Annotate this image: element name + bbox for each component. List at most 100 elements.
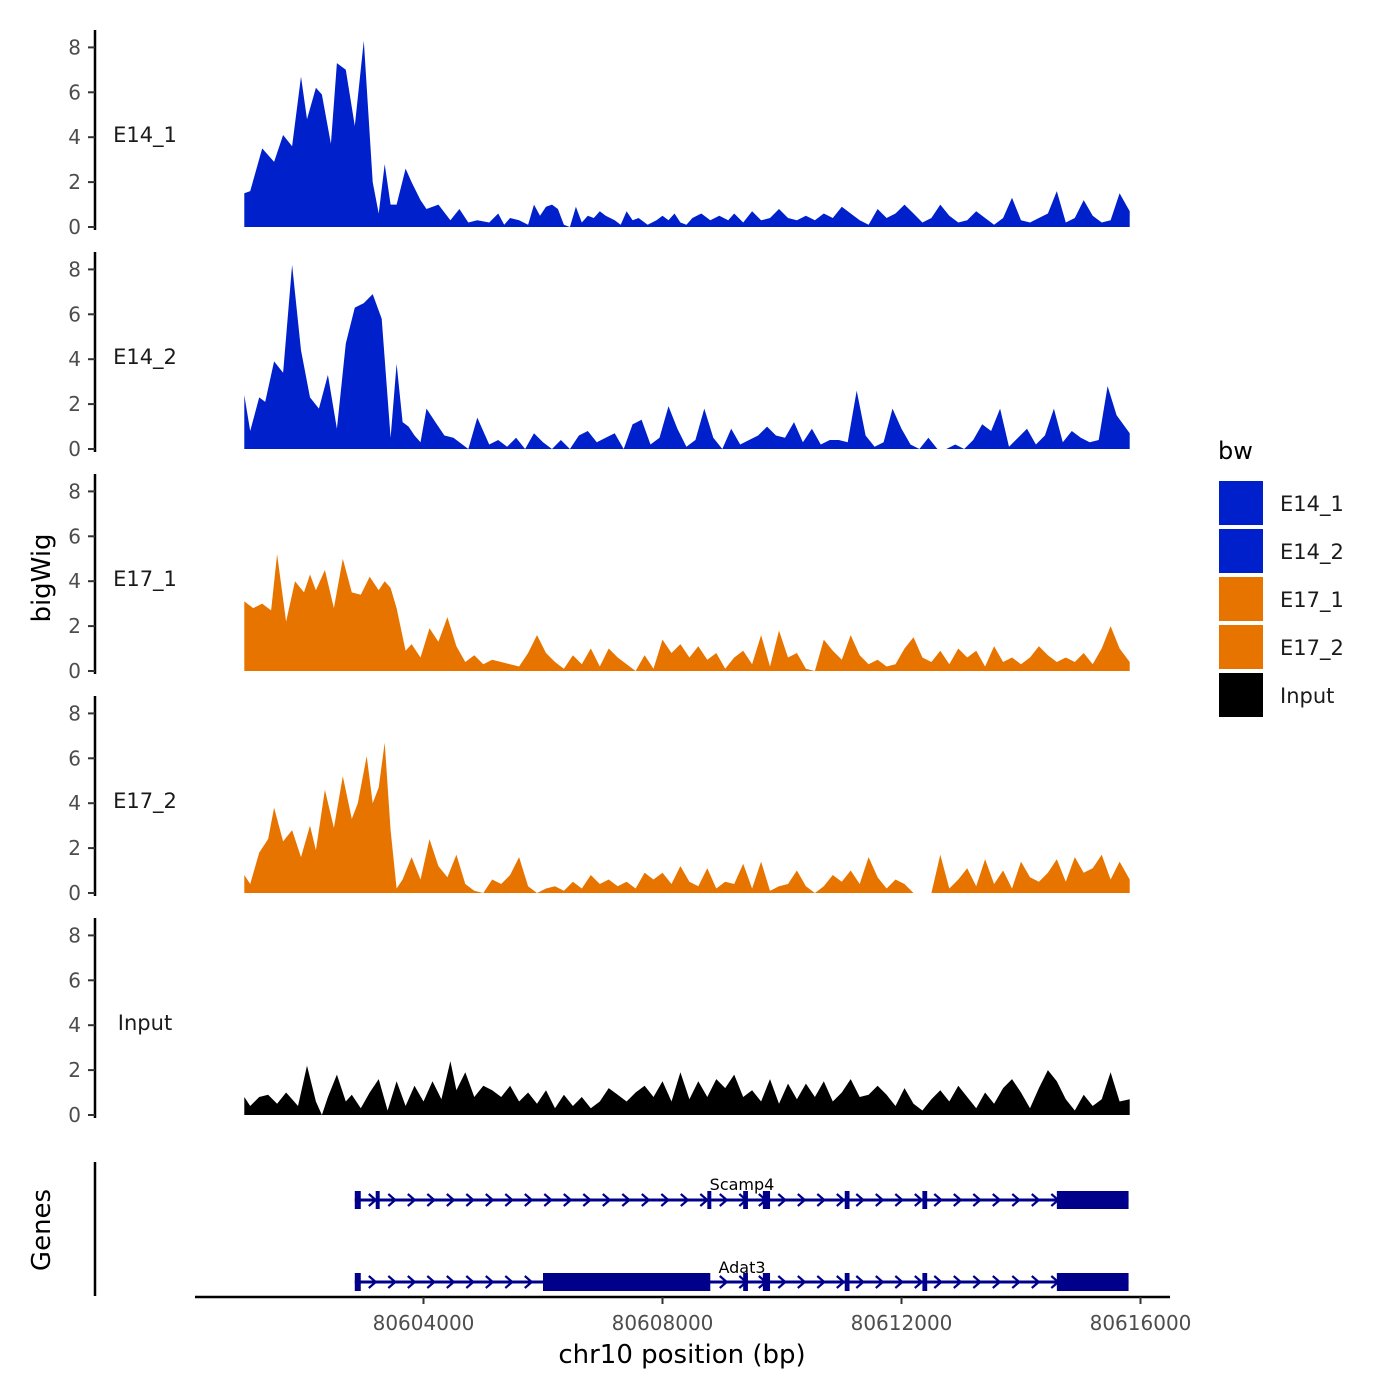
strand-arrow xyxy=(426,1193,436,1207)
y-tick-label: 2 xyxy=(68,1058,81,1082)
exon xyxy=(762,1273,771,1291)
strand-arrow xyxy=(387,1193,397,1207)
exon xyxy=(743,1191,748,1209)
y-tick-label: 2 xyxy=(68,392,81,416)
strand-arrow xyxy=(816,1193,826,1207)
signal-area xyxy=(244,264,1130,449)
strand-arrow xyxy=(446,1193,456,1207)
strand-arrow xyxy=(543,1193,553,1207)
strand-arrow xyxy=(914,1275,924,1289)
y-tick-label: 0 xyxy=(68,437,81,461)
y-tick-label: 6 xyxy=(68,968,81,992)
strand-arrow xyxy=(797,1275,807,1289)
y-tick-label: 8 xyxy=(68,923,81,947)
x-tick-label: 80604000 xyxy=(373,1311,475,1335)
strand-arrow xyxy=(641,1193,651,1207)
exon xyxy=(707,1191,712,1209)
legend-swatch xyxy=(1219,673,1263,717)
strand-arrow xyxy=(777,1193,787,1207)
track-e17-1: 0 2 4 6 8 E17_1 xyxy=(68,474,1130,683)
x-tick-label: 80612000 xyxy=(851,1311,953,1335)
exon xyxy=(354,1191,361,1209)
strand-arrow xyxy=(524,1275,534,1289)
legend-label: E17_1 xyxy=(1280,588,1344,613)
strand-arrow xyxy=(465,1275,475,1289)
strand-arrow xyxy=(621,1193,631,1207)
exon xyxy=(844,1191,850,1209)
x-axis: 80604000 80608000 80612000 80616000 xyxy=(195,1295,1191,1335)
y-tick-label: 8 xyxy=(68,257,81,281)
strand-arrow xyxy=(855,1193,865,1207)
legend-title: bw xyxy=(1218,437,1253,465)
strand-arrow xyxy=(563,1193,573,1207)
signal-area xyxy=(244,742,1130,893)
strand-arrow xyxy=(582,1193,592,1207)
strand-arrow xyxy=(660,1193,670,1207)
track-label: E17_1 xyxy=(113,567,177,592)
strand-arrow xyxy=(972,1275,982,1289)
track-label: Input xyxy=(118,1011,172,1035)
y-tick-label: 6 xyxy=(68,80,81,104)
y-tick-label: 2 xyxy=(68,614,81,638)
strand-arrow xyxy=(465,1193,475,1207)
strand-arrow xyxy=(407,1193,417,1207)
strand-arrow xyxy=(816,1275,826,1289)
gene-label: Scamp4 xyxy=(710,1175,775,1194)
strand-arrow xyxy=(719,1193,729,1207)
gene-label: Adat3 xyxy=(718,1258,765,1277)
exon xyxy=(1056,1273,1129,1291)
exon xyxy=(922,1273,928,1291)
strand-arrow xyxy=(368,1275,378,1289)
strand-arrow xyxy=(914,1193,924,1207)
x-axis-title: chr10 position (bp) xyxy=(558,1340,805,1370)
legend-swatch xyxy=(1219,481,1263,525)
exon xyxy=(354,1273,361,1291)
y-tick-label: 4 xyxy=(68,1013,81,1037)
strand-arrow xyxy=(426,1275,436,1289)
strand-arrow xyxy=(875,1193,885,1207)
signal-tracks: 0 2 4 6 8 E14_1 0 2 4 6 8 E14_2 0 2 4 6 8 E17_1 0 2 4 6 8 E17_2… xyxy=(68,30,1130,1127)
track-label: E17_2 xyxy=(113,789,177,814)
y-tick-label: 4 xyxy=(68,125,81,149)
exon xyxy=(1056,1191,1129,1209)
legend-swatch xyxy=(1219,577,1263,621)
y-tick-label: 0 xyxy=(68,215,81,239)
legend-swatch xyxy=(1219,529,1263,573)
y-axis-title: bigWig xyxy=(27,533,57,622)
strand-arrow xyxy=(972,1193,982,1207)
strand-arrow xyxy=(894,1193,904,1207)
exon xyxy=(743,1273,748,1291)
legend-swatch xyxy=(1219,625,1263,669)
y-tick-label: 8 xyxy=(68,479,81,503)
strand-arrow xyxy=(992,1193,1002,1207)
strand-arrow xyxy=(524,1193,534,1207)
strand-arrow xyxy=(875,1275,885,1289)
y-tick-label: 8 xyxy=(68,701,81,725)
legend: bw E14_1 E14_2 E17_1 E17_2 Input xyxy=(1218,437,1344,717)
exon xyxy=(844,1273,850,1291)
strand-arrow xyxy=(1011,1275,1021,1289)
strand-arrow xyxy=(777,1275,787,1289)
y-tick-label: 6 xyxy=(68,302,81,326)
y-tick-label: 0 xyxy=(68,659,81,683)
genes-axis-title: Genes xyxy=(27,1189,57,1271)
strand-arrow xyxy=(602,1193,612,1207)
y-tick-label: 4 xyxy=(68,791,81,815)
strand-arrow xyxy=(504,1193,514,1207)
strand-arrow xyxy=(387,1275,397,1289)
strand-arrow xyxy=(1031,1193,1041,1207)
track-e17-2: 0 2 4 6 8 E17_2 xyxy=(68,696,1130,905)
strand-arrow xyxy=(699,1193,709,1207)
exon xyxy=(375,1191,380,1209)
y-tick-label: 6 xyxy=(68,746,81,770)
strand-arrow xyxy=(894,1275,904,1289)
x-tick-label: 80608000 xyxy=(612,1311,714,1335)
y-tick-label: 2 xyxy=(68,170,81,194)
legend-label: E17_2 xyxy=(1280,636,1344,661)
strand-arrow xyxy=(680,1193,690,1207)
legend-label: E14_2 xyxy=(1280,540,1344,565)
strand-arrow xyxy=(1031,1275,1041,1289)
genes-panel: Scamp4 Adat3 xyxy=(93,1162,1129,1296)
strand-arrow xyxy=(797,1193,807,1207)
